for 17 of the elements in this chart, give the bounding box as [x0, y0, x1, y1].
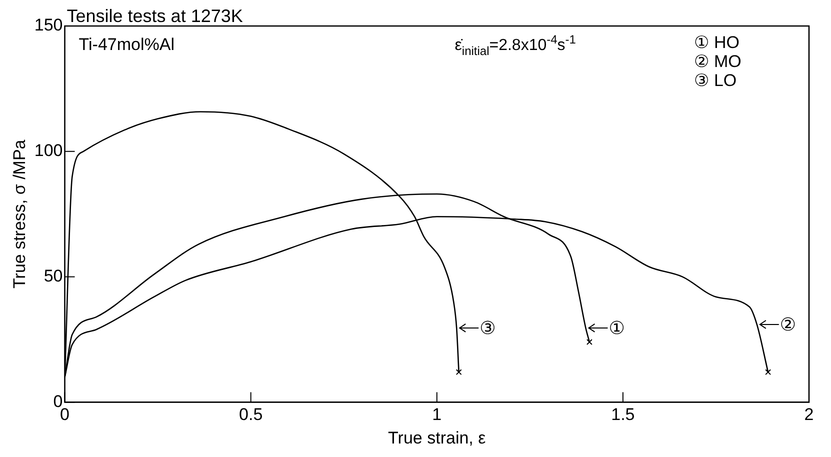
annotation: Ti-47mol%Al	[78, 35, 174, 54]
legend-label: ②	[780, 314, 796, 334]
y-tick-label: 50	[44, 266, 63, 286]
annotation: ③ LO	[694, 71, 737, 90]
x-tick-label: 1.5	[611, 405, 635, 424]
x-tick-label: 2	[804, 405, 814, 424]
annotation: ② MO	[694, 52, 742, 71]
x-tick-label: 1	[432, 405, 442, 424]
legend-label: ③	[480, 318, 496, 338]
annotation: ① HO	[694, 33, 740, 52]
x-tick-label: 0.5	[239, 405, 263, 424]
y-axis-title: True stress, σ /MPa	[10, 139, 29, 288]
legend-label: ①	[608, 318, 625, 338]
x-axis-title: True strain, ε	[388, 428, 486, 448]
chart-title: Tensile tests at 1273K	[66, 6, 243, 26]
y-tick-label: 150	[34, 16, 63, 35]
y-tick-label: 100	[34, 141, 63, 160]
